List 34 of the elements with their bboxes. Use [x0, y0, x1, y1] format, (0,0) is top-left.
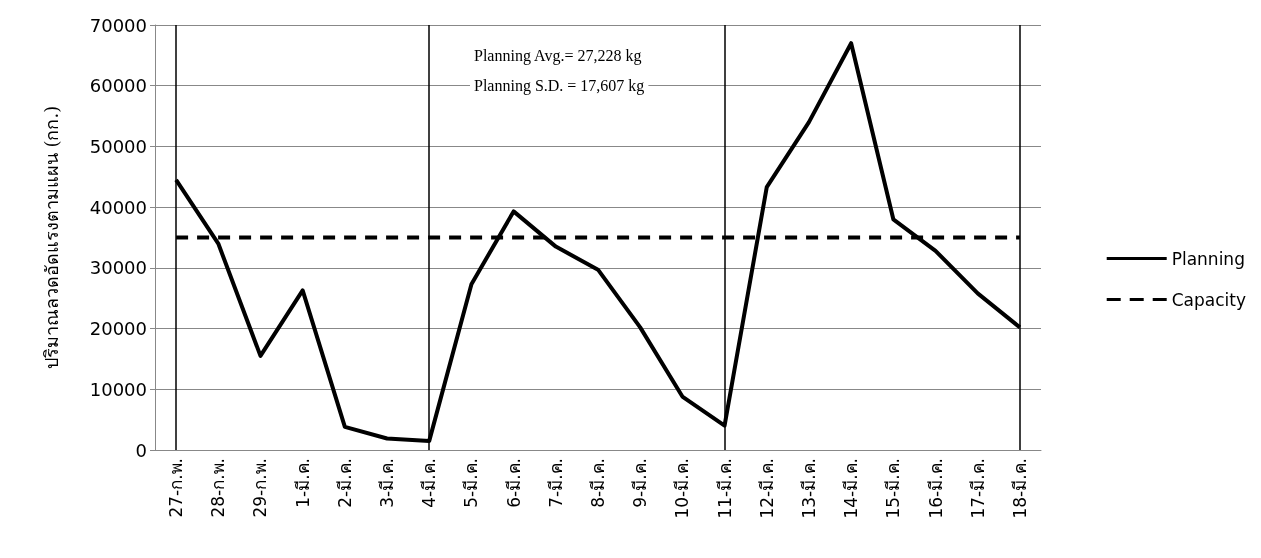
y-tick-label: 40000 — [89, 196, 147, 218]
x-tick-label: 1-มี.ค. — [292, 458, 313, 508]
x-tick-label: 17-มี.ค. — [967, 458, 988, 519]
y-tick-label: 30000 — [89, 257, 147, 279]
x-tick-label: 13-มี.ค. — [798, 458, 819, 519]
x-tick-label: 12-มี.ค. — [756, 458, 777, 519]
x-tick-label: 6-มี.ค. — [503, 458, 524, 508]
annotation: Planning Avg.= 27,228 kg — [474, 46, 642, 65]
x-tick-label: 28-ก.พ. — [208, 458, 229, 518]
x-tick-label: 14-มี.ค. — [841, 458, 862, 519]
annotation: Planning S.D. = 17,607 kg — [474, 76, 645, 95]
legend-label: Capacity — [1171, 289, 1246, 310]
x-tick-label: 11-มี.ค. — [714, 458, 735, 519]
legend-label: Planning — [1171, 248, 1245, 269]
y-tick-label: 50000 — [89, 135, 147, 157]
x-tick-label: 9-มี.ค. — [630, 458, 651, 508]
x-tick-label: 8-มี.ค. — [588, 458, 608, 508]
x-tick-label: 27-ก.พ. — [166, 458, 187, 518]
y-tick-label: 70000 — [89, 14, 147, 36]
x-tick-label: 3-มี.ค. — [377, 458, 398, 508]
y-tick-label: 10000 — [89, 378, 147, 400]
x-tick-label: 10-มี.ค. — [672, 458, 693, 519]
x-tick-label: 15-มี.ค. — [883, 458, 904, 519]
x-tick-label: 29-ก.พ. — [250, 458, 271, 518]
y-tick-label: 60000 — [89, 75, 147, 97]
y-axis-title: ปริมาณลวดอัดแรงตามแผน (กก.) — [40, 105, 62, 370]
x-tick-label: 16-มี.ค. — [925, 458, 946, 519]
x-tick-label: 5-มี.ค. — [461, 458, 482, 508]
x-tick-label: 18-มี.ค. — [1009, 458, 1030, 519]
x-tick-label: 7-มี.ค. — [545, 458, 566, 508]
x-tick-label: 4-มี.ค. — [419, 458, 440, 508]
y-tick-label: 0 — [135, 439, 147, 461]
x-tick-label: 2-มี.ค. — [334, 458, 355, 508]
y-tick-label: 20000 — [89, 318, 147, 340]
